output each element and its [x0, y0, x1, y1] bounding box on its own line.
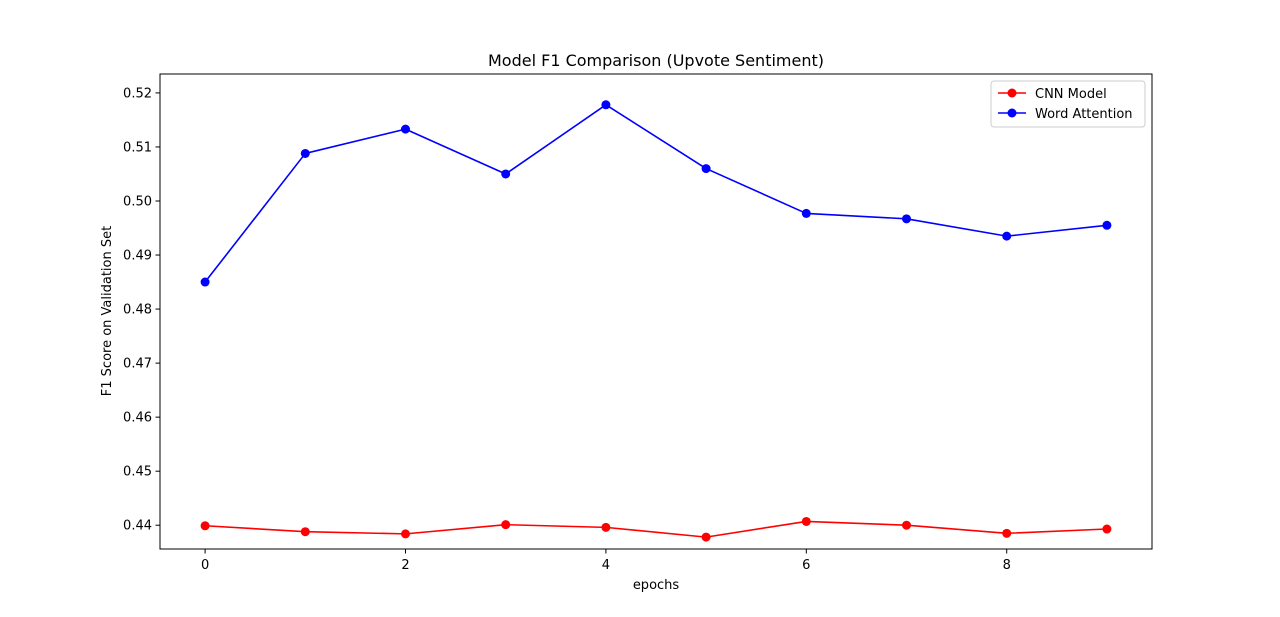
axes: 0 2 4 6 8 0.44 0.45 0.46 0.47 0.48 0.49 0.50 0.51 0.5… — [123, 73, 1153, 573]
x-axis-label: epochs — [633, 578, 680, 593]
y-tick-label-4: 0.48 — [123, 303, 152, 318]
data-point-1-4 — [601, 100, 611, 110]
plot-area — [200, 100, 1112, 542]
y-tick-label-7: 0.51 — [123, 140, 152, 155]
data-point-1-6 — [801, 208, 811, 218]
data-point-0-2 — [400, 529, 410, 539]
y-tick-label-2: 0.46 — [123, 411, 152, 426]
x-tick-label-0: 0 — [201, 558, 209, 573]
data-point-0-6 — [801, 516, 811, 526]
x-tick-label-4: 8 — [1003, 558, 1011, 573]
y-tick-label-3: 0.47 — [123, 357, 152, 372]
data-point-0-4 — [601, 522, 611, 532]
x-tick-label-3: 6 — [802, 558, 810, 573]
data-point-1-2 — [400, 124, 410, 134]
legend-box — [990, 80, 1146, 128]
data-point-0-0 — [200, 521, 210, 531]
data-point-0-3 — [501, 520, 511, 530]
data-point-1-5 — [701, 164, 711, 174]
chart-title: Model F1 Comparison (Upvote Sentiment) — [488, 51, 824, 70]
legend-label-1: Word Attention — [1035, 107, 1133, 122]
y-tick-label-6: 0.50 — [123, 194, 152, 209]
y-axis-label: F1 Score on Validation Set — [100, 226, 115, 396]
y-tick-label-8: 0.52 — [123, 86, 152, 101]
data-point-1-8 — [1002, 231, 1012, 241]
data-point-1-0 — [200, 277, 210, 287]
data-point-0-9 — [1102, 524, 1112, 534]
data-point-0-8 — [1002, 528, 1012, 538]
axes-frame — [159, 73, 1153, 550]
legend-label-0: CNN Model — [1035, 87, 1107, 102]
series-line-0 — [205, 520, 1107, 538]
y-tick-label-1: 0.45 — [123, 465, 152, 480]
y-tick-label-5: 0.49 — [123, 249, 152, 264]
y-tick-label-0: 0.44 — [123, 519, 152, 534]
legend-marker-0 — [1007, 88, 1017, 98]
data-point-1-9 — [1102, 220, 1112, 230]
data-point-0-7 — [902, 520, 912, 530]
legend-marker-1 — [1007, 108, 1017, 118]
x-tick-label-1: 2 — [401, 558, 409, 573]
series-line-1 — [204, 104, 1107, 283]
legend: CNN Model Word Attention — [990, 80, 1146, 128]
data-point-1-1 — [300, 148, 310, 158]
data-point-1-7 — [902, 214, 912, 224]
data-point-0-5 — [701, 532, 711, 542]
data-point-1-3 — [501, 169, 511, 179]
data-point-0-1 — [300, 527, 310, 537]
x-tick-label-2: 4 — [602, 558, 610, 573]
